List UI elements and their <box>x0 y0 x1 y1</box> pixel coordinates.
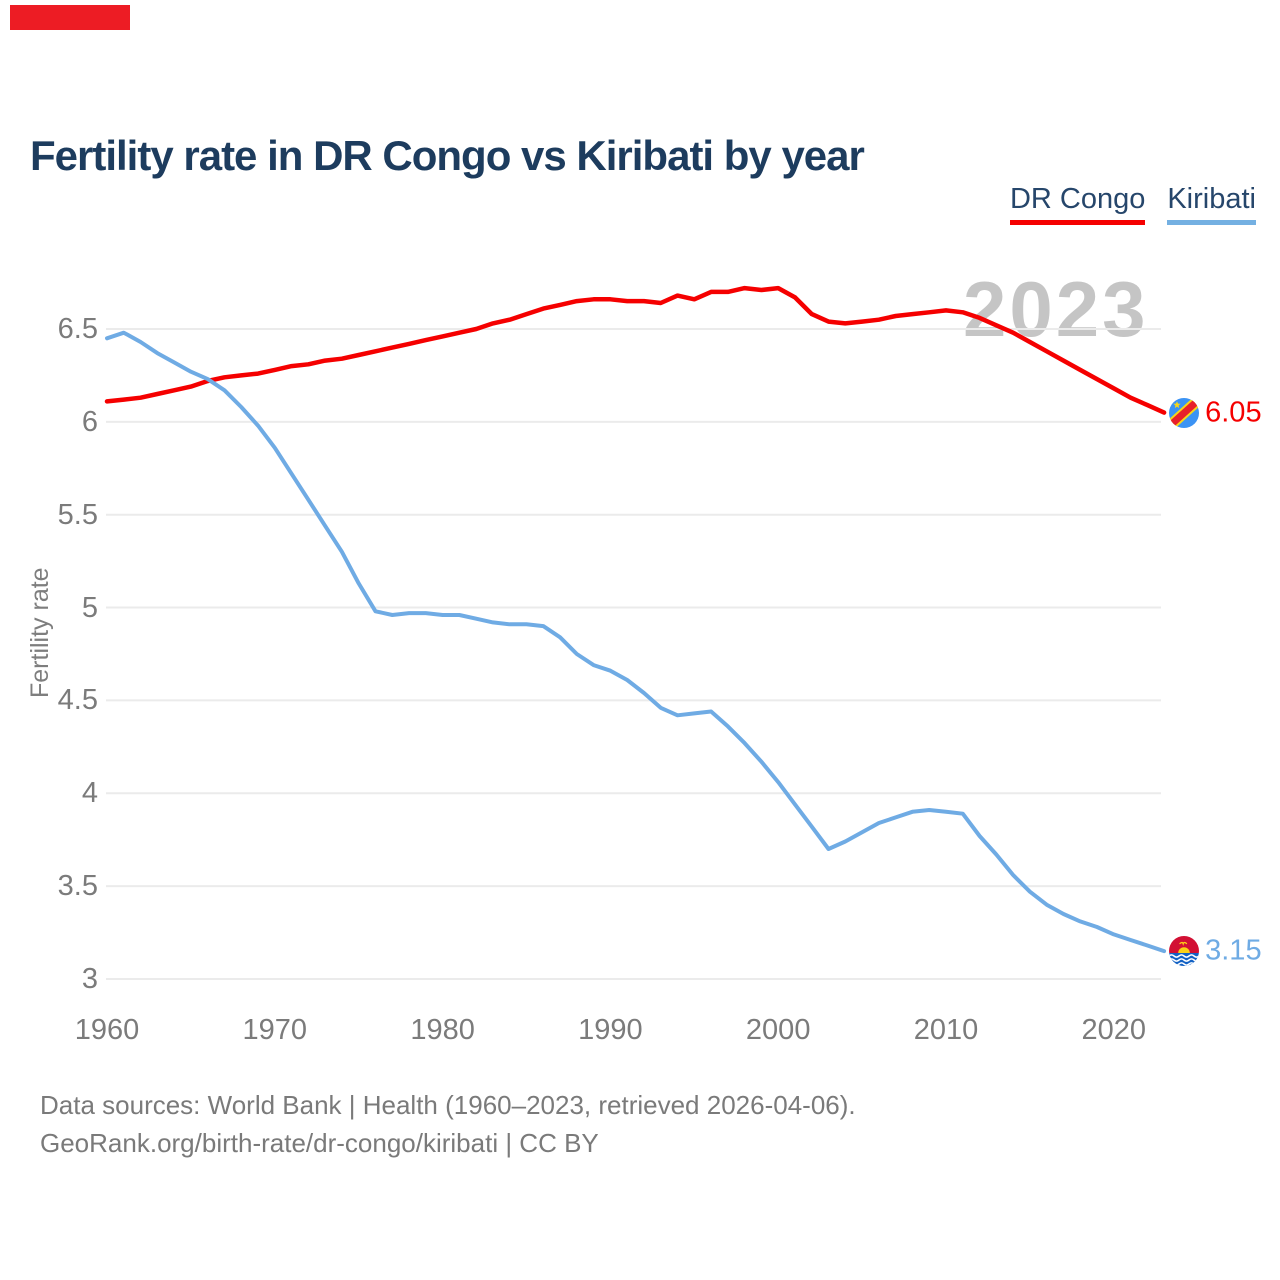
y-tick-label: 3.5 <box>57 870 98 903</box>
y-tick-label: 5 <box>81 591 98 624</box>
y-tick-label: 6.5 <box>57 313 98 345</box>
line-kiribati <box>105 330 1167 954</box>
dr-congo-end-value: 6.05 <box>1205 396 1262 429</box>
x-tick-label: 1970 <box>242 1014 308 1046</box>
page-title: Fertility rate in DR Congo vs Kiribati b… <box>30 132 865 180</box>
line-dr-congo <box>104 285 1167 415</box>
x-tick-label: 1960 <box>74 1014 140 1046</box>
footer-line-1: Data sources: World Bank | Health (1960–… <box>40 1090 856 1120</box>
y-tick-label: 5.5 <box>57 498 98 531</box>
data-source-footer: Data sources: World Bank | Health (1960–… <box>40 1086 856 1162</box>
x-tick-label: 2000 <box>745 1014 811 1046</box>
kiribati-end-value: 3.15 <box>1205 934 1262 967</box>
top-left-red-bar <box>10 5 130 30</box>
kiribati-flag-icon <box>1169 936 1200 967</box>
y-tick-label: 3 <box>81 962 98 995</box>
gridlines <box>106 328 1161 980</box>
y-tick-label: 4.5 <box>57 684 98 717</box>
dr-congo-flag-icon <box>1169 397 1200 428</box>
year-watermark: 2023 <box>963 265 1149 353</box>
x-tick-label: 2010 <box>913 1014 979 1046</box>
x-tick-label: 2020 <box>1081 1014 1147 1046</box>
legend-item-dr-congo[interactable]: DR Congo <box>1009 183 1146 225</box>
x-tick-label: 1980 <box>410 1014 475 1046</box>
y-tick-label: 6 <box>81 405 98 438</box>
legend: DR Congo Kiribati <box>1009 183 1256 225</box>
footer-line-2: GeoRank.org/birth-rate/dr-congo/kiribati… <box>40 1128 599 1158</box>
x-tick-label: 1990 <box>578 1014 643 1046</box>
legend-item-kiribati[interactable]: Kiribati <box>1167 183 1256 225</box>
y-tick-label: 4 <box>81 777 98 810</box>
